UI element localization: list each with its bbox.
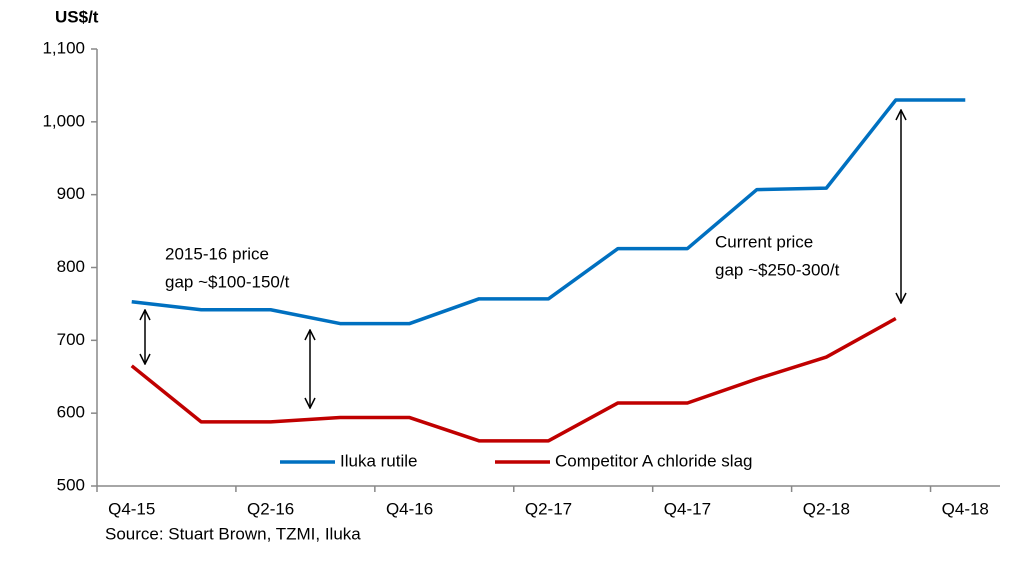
- annotation: 2015-16 price: [165, 244, 269, 263]
- y-tick-label: 700: [57, 330, 85, 349]
- data-line: [131, 98, 966, 326]
- y-tick-label: 900: [57, 184, 85, 203]
- x-tick-label: Q2-16: [247, 499, 294, 518]
- y-tick-label: 600: [57, 403, 85, 422]
- x-tick-label: Q4-16: [386, 499, 433, 518]
- x-tick-label: Q4-15: [108, 499, 155, 518]
- y-tick-label: 500: [57, 475, 85, 494]
- annotation: Current price: [715, 232, 813, 251]
- annotation: gap ~$100-150/t: [165, 272, 290, 291]
- y-tick-label: 800: [57, 257, 85, 276]
- x-tick-label: Q2-17: [525, 499, 572, 518]
- x-tick-label: Q4-17: [664, 499, 711, 518]
- legend-label: Competitor A chloride slag: [555, 451, 753, 470]
- x-tick-label: Q2-18: [803, 499, 850, 518]
- source-note: Source: Stuart Brown, TZMI, Iluka: [105, 524, 361, 543]
- y-axis-label: US$/t: [55, 7, 99, 26]
- x-tick-label: Q4-18: [942, 499, 989, 518]
- y-tick-label: 1,000: [42, 111, 85, 130]
- y-tick-label: 1,100: [42, 38, 85, 57]
- legend-label: Iluka rutile: [340, 451, 417, 470]
- data-line: [130, 316, 897, 443]
- annotation: gap ~$250-300/t: [715, 260, 840, 279]
